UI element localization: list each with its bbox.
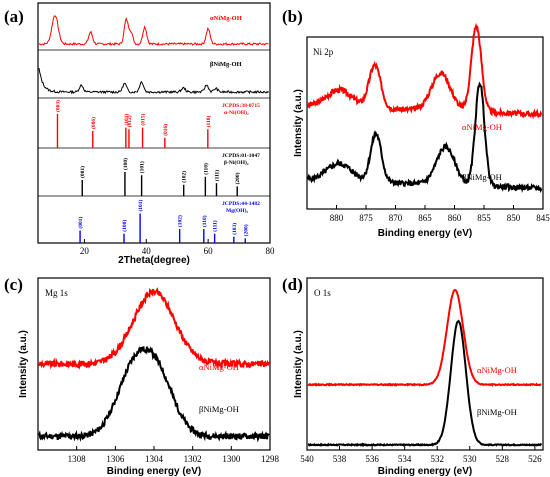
xa-tick-label: 60 <box>204 246 214 256</box>
hkl-label: (110) <box>202 163 209 175</box>
x-axis-label-b: Binding energy (eV) <box>378 228 472 239</box>
xa-tick-label: 80 <box>266 246 276 256</box>
y-axis-label-d: Intensity (a.u.) <box>293 330 304 398</box>
plot-frame-d <box>306 277 544 451</box>
panel-b: (b) Ni 2p αNiMg-OH βNiMg-OH 880 875 870 865… <box>282 7 550 239</box>
xd-tick-label: 540 <box>300 454 314 464</box>
x-ticks-b: 880 875 870 865 860 855 850 845 <box>330 205 550 223</box>
xd-tick-label: 532 <box>430 454 444 464</box>
title-c: Mg 1s <box>45 288 68 298</box>
title-d: O 1s <box>314 288 331 298</box>
x-ticks-c: 1308 1306 1304 1302 1300 1298 <box>68 446 280 464</box>
hkl-label: (101) <box>123 114 130 126</box>
legend-beta-c: βNiMg-OH <box>199 404 239 414</box>
xd-tick-label: 526 <box>528 454 542 464</box>
x-ticks-a: 20 40 60 80 <box>80 239 275 256</box>
xc-tick-label: 1308 <box>68 454 87 464</box>
xa-tick-label: 40 <box>142 246 152 256</box>
xd-tick-label: 528 <box>496 454 510 464</box>
x-axis-label-d: Binding energy (eV) <box>378 466 472 477</box>
panel-label-d: (d) <box>282 275 303 294</box>
legend-alpha-a: αNiMg-OH <box>210 15 242 22</box>
x-ticks-d: 540 538 536 534 532 530 528 526 <box>300 446 542 464</box>
y-axis-label-b: Intensity (a.u.) <box>293 89 304 157</box>
series-alpha-o1s <box>307 288 542 387</box>
hkl-label: (100) <box>122 158 129 170</box>
hkl-label: (110) <box>205 116 212 128</box>
hkl-label: (200) <box>242 224 249 236</box>
hkl-label: (003) <box>54 100 61 112</box>
xc-tick-label: 1302 <box>184 454 202 464</box>
xd-tick-label: 536 <box>365 454 379 464</box>
hkl-label: (012) <box>126 115 133 127</box>
ref-phase-2: β-Ni(OH)₂ <box>224 159 249 166</box>
legend-alpha-c: αNiMg-OH <box>199 362 239 372</box>
xb-tick-label: 860 <box>448 213 462 223</box>
legend-beta-a: βNiMg-OH <box>210 61 242 68</box>
hkl-label: (016) <box>162 124 169 136</box>
plot-frame-a <box>37 2 271 244</box>
y-axis-label-c: Intensity (a.u.) <box>18 330 29 398</box>
xd-tick-label: 538 <box>333 454 347 464</box>
xd-tick-label: 534 <box>398 454 412 464</box>
xc-tick-label: 1304 <box>145 454 164 464</box>
reference-lines-group: (003)(006) (101)(012) (015)(016)(110)(001)… <box>54 100 249 243</box>
hkl-label: (015) <box>140 114 147 126</box>
panel-label-b: (b) <box>282 7 303 26</box>
xd-tick-label: 530 <box>463 454 477 464</box>
xa-tick-label: 20 <box>80 246 90 256</box>
title-b: Ni 2p <box>313 47 334 57</box>
hkl-label: (111) <box>213 170 220 181</box>
hkl-label: (111) <box>212 220 219 231</box>
xc-tick-label: 1300 <box>222 454 241 464</box>
ref-label-2: JCPDS:01-1047 <box>222 153 260 159</box>
xb-tick-label: 870 <box>389 213 403 223</box>
hkl-label: (101) <box>139 161 146 173</box>
panel-a: (a) αNiMg-OH βNiMg-OH JCPDS:38-0715 α-Ni… <box>4 2 275 266</box>
legend-beta-d: βNiMg-OH <box>477 407 517 417</box>
x-axis-label-c: Binding energy (eV) <box>107 466 201 477</box>
ref-label-3: JCPDS:44-1482 <box>222 201 260 207</box>
xb-tick-label: 850 <box>507 213 521 223</box>
ref-phase-1: α-Ni(OH)₂ <box>224 109 249 116</box>
series-alpha-xrd <box>38 15 269 46</box>
ref-label-1: JCPDS:38-0715 <box>222 103 260 109</box>
hkl-label: (100) <box>121 220 128 232</box>
series-beta-ni2p <box>307 81 543 194</box>
panel-label-a: (a) <box>4 7 24 26</box>
hkl-label: (101) <box>137 199 144 211</box>
series-beta-o1s <box>307 319 543 448</box>
hkl-label: (102) <box>181 171 188 183</box>
legend-alpha-d: αNiMg-OH <box>477 365 517 375</box>
panel-label-c: (c) <box>4 275 23 294</box>
hkl-label: (110) <box>201 215 208 227</box>
xb-tick-label: 855 <box>477 213 491 223</box>
legend-alpha-b: αNiMg-OH <box>462 122 502 132</box>
xb-tick-label: 865 <box>418 213 432 223</box>
xb-tick-label: 875 <box>359 213 373 223</box>
hkl-label: (200) <box>234 172 241 184</box>
legend-beta-b: βNiMg-OH <box>462 172 502 182</box>
hkl-label: (103) <box>231 223 238 235</box>
xc-tick-label: 1306 <box>106 454 125 464</box>
panel-c: (c) Mg 1s αNiMg-OH βNiMg-OH 1308 1306 1304… <box>4 275 280 477</box>
xb-tick-label: 845 <box>536 213 550 223</box>
hkl-label: (102) <box>177 215 184 227</box>
panel-d: (d) O 1s αNiMg-OH βNiMg-OH 540 538 536 534 5… <box>282 275 544 477</box>
hkl-label: (006) <box>90 117 97 129</box>
hkl-label: (001) <box>79 166 86 178</box>
xb-tick-label: 880 <box>330 213 344 223</box>
series-alpha-ni2p <box>307 22 543 120</box>
series-beta-mg1s <box>38 345 270 443</box>
ref-phase-3: Mg(OH)₂ <box>226 207 249 214</box>
series-alpha-mg1s <box>38 287 270 371</box>
series-beta-xrd <box>38 68 269 95</box>
hkl-label: (001) <box>77 217 84 229</box>
xc-tick-label: 1298 <box>261 454 280 464</box>
x-axis-label-a: 2Theta(degree) <box>118 255 190 266</box>
